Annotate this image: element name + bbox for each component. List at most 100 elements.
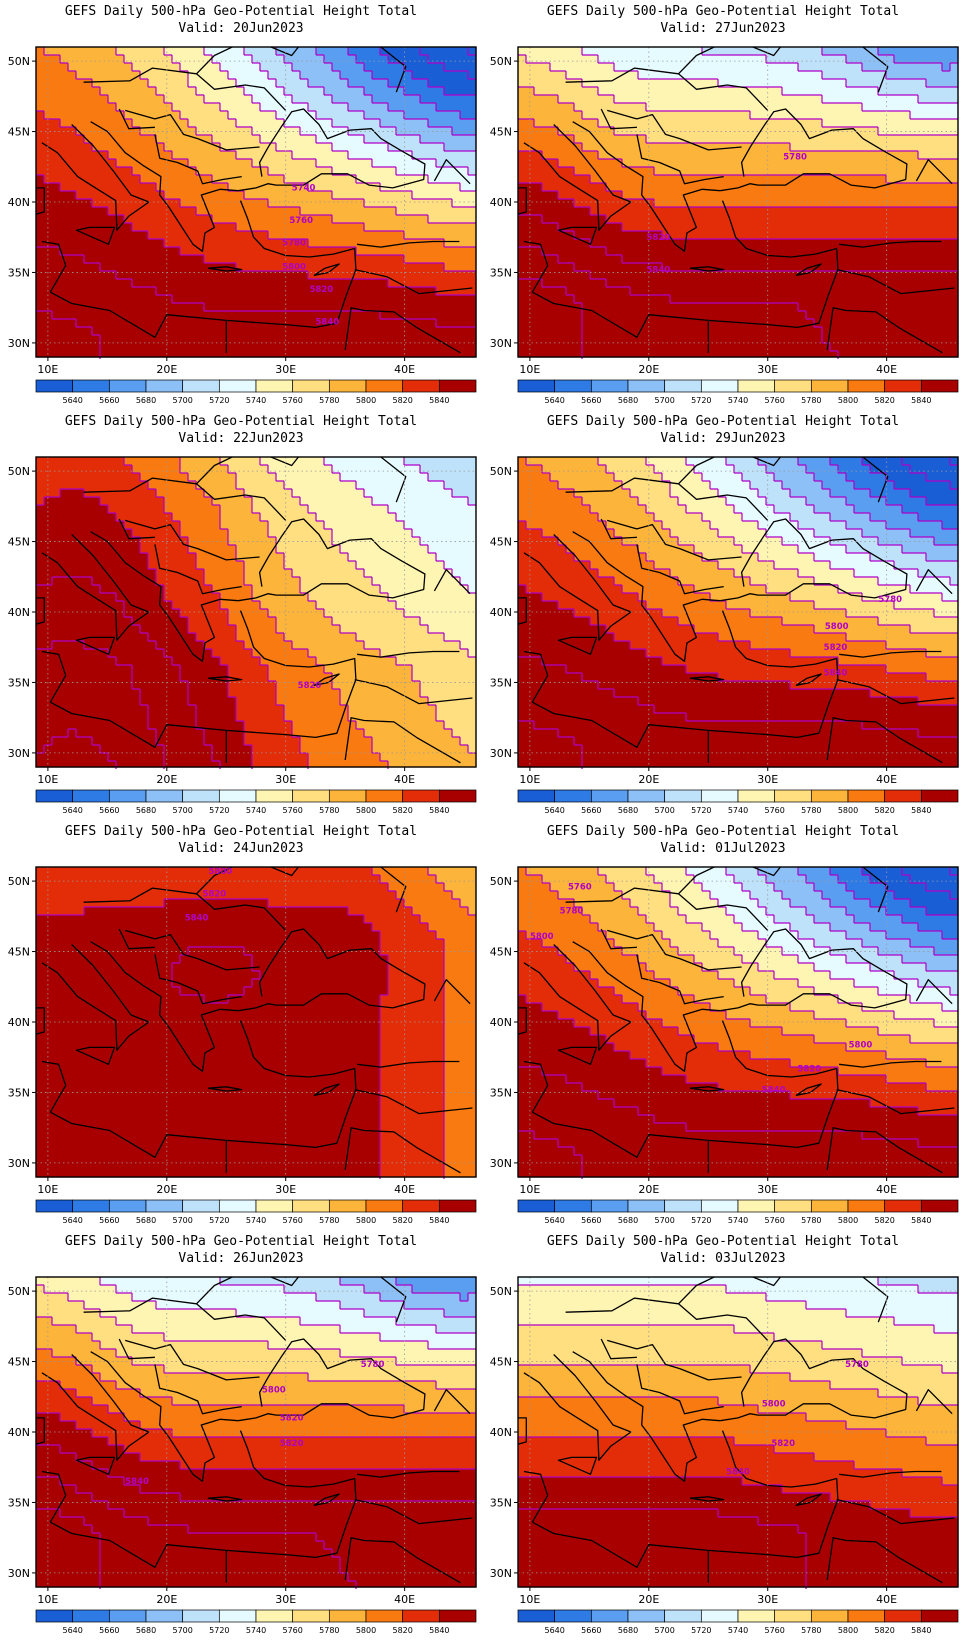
forecast-panel-20Jun2023: GEFS Daily 500-hPa Geo-Potential Height …	[0, 0, 482, 410]
lon-tick-label: 20E	[156, 1183, 177, 1196]
map-svg: 5800 5820 5840 50N 45N 40N 35N 30N 10E 20E 30E 40E 5…	[8, 866, 477, 1225]
colorbar-label: 5660	[99, 806, 119, 815]
valid-date-value: 01Jul2023	[715, 841, 786, 856]
coastlines-borders	[518, 47, 955, 354]
lat-tick-label: 40N	[490, 196, 512, 209]
lon-tick-label: 30E	[275, 773, 296, 786]
graticule	[36, 867, 476, 1177]
colorbar-label: 5640	[544, 396, 564, 405]
map-svg: 5760 5780 5800 5800 5820 5840 50N 45N 40N 35N 30N 1…	[490, 866, 959, 1225]
colorbar-label: 5640	[62, 806, 82, 815]
coastlines-borders	[518, 867, 955, 1174]
colorbar-swatch	[554, 1609, 592, 1623]
colorbar-swatch	[884, 1609, 922, 1623]
contour-label: 5840	[762, 1085, 786, 1095]
height-field	[518, 47, 959, 358]
colorbar-swatch	[35, 789, 74, 803]
colorbar-label: 5840	[429, 1216, 449, 1225]
contour-label: 5800	[825, 622, 849, 632]
contour-label: 5800	[282, 263, 306, 273]
colorbar-label: 5700	[172, 1216, 192, 1225]
colorbar-swatch	[847, 1199, 886, 1213]
colorbar-swatch	[920, 1199, 959, 1213]
lon-tick-label: 30E	[757, 363, 778, 376]
lon-tick-label: 40E	[876, 773, 897, 786]
colorbar-label: 5800	[356, 1216, 376, 1225]
colorbar-swatch	[884, 379, 922, 393]
contour-label: 5820	[771, 1439, 795, 1449]
lon-tick-label: 20E	[638, 773, 659, 786]
colorbar-swatch	[255, 379, 294, 393]
colorbar-label: 5780	[801, 1626, 821, 1635]
colorbar-swatch	[774, 1609, 812, 1623]
valid-date-value: 24Jun2023	[233, 841, 304, 856]
colorbar-swatch	[810, 379, 849, 393]
colorbar-swatch	[847, 379, 886, 393]
colorbar-label: 5700	[172, 1626, 192, 1635]
colorbar-swatch	[590, 789, 629, 803]
colorbar-swatch	[554, 1199, 592, 1213]
colorbar-label: 5720	[691, 1626, 711, 1635]
colorbar: 5640 5660 5680 5700 5720 5740 5760 5780 5800 5820…	[35, 1609, 477, 1635]
colorbar-label: 5760	[764, 1626, 784, 1635]
coastlines-borders	[36, 47, 473, 354]
lon-tick-label: 40E	[394, 363, 415, 376]
lat-tick-label: 45N	[8, 946, 30, 959]
colorbar-swatch	[774, 379, 812, 393]
lat-tick-label: 45N	[8, 126, 30, 139]
graticule	[518, 47, 958, 357]
colorbar-swatch	[664, 789, 702, 803]
colorbar-label: 5640	[62, 396, 82, 405]
colorbar-label: 5720	[209, 806, 229, 815]
colorbar-label: 5720	[691, 396, 711, 405]
lon-tick-label: 10E	[37, 773, 58, 786]
contour-label: 5780	[783, 153, 807, 163]
colorbar: 5640 5660 5680 5700 5720 5740 5760 5780 5800 5820…	[517, 1609, 959, 1635]
colorbar-label: 5800	[838, 806, 858, 815]
colorbar-label: 5700	[654, 806, 674, 815]
colorbar-swatch	[847, 1609, 886, 1623]
valid-date-value: 22Jun2023	[233, 431, 304, 446]
colorbar-swatch	[737, 1609, 776, 1623]
colorbar-label: 5840	[429, 396, 449, 405]
height-field	[518, 867, 959, 1178]
colorbar: 5640 5660 5680 5700 5720 5740 5760 5780 5800 5820…	[35, 379, 477, 405]
colorbar-swatch	[72, 1199, 110, 1213]
forecast-panel-26Jun2023: GEFS Daily 500-hPa Geo-Potential Height …	[0, 1230, 482, 1640]
forecast-panel-22Jun2023: GEFS Daily 500-hPa Geo-Potential Height …	[0, 410, 482, 820]
colorbar-label: 5680	[136, 806, 156, 815]
colorbar-swatch	[590, 1609, 629, 1623]
colorbar-swatch	[590, 379, 629, 393]
map-svg: 5740 5760 5780 5800 5820 5840 50N 45N 40N 35N 30N 1…	[8, 46, 477, 405]
graticule	[36, 47, 476, 357]
colorbar-swatch	[517, 1609, 556, 1623]
contour-label: 5800	[530, 932, 554, 942]
colorbar-swatch	[145, 379, 184, 393]
lat-tick-label: 50N	[490, 55, 512, 68]
lat-tick-label: 35N	[490, 266, 512, 279]
colorbar-swatch	[72, 1609, 110, 1623]
lat-tick-label: 50N	[8, 465, 30, 478]
contour-label: 5840	[125, 1477, 149, 1487]
contour-label: 5800	[262, 1386, 286, 1396]
colorbar-label: 5820	[392, 806, 412, 815]
contour-label: 5760	[568, 883, 592, 893]
colorbar-label: 5720	[209, 1216, 229, 1225]
contour-lines	[518, 457, 958, 769]
valid-prefix: Valid:	[660, 841, 716, 856]
colorbar-swatch	[737, 789, 776, 803]
colorbar-label: 5640	[544, 1216, 564, 1225]
contour-lines	[518, 1277, 958, 1589]
lat-tick-label: 35N	[8, 266, 30, 279]
colorbar-label: 5820	[874, 1626, 894, 1635]
lon-tick-label: 40E	[394, 1183, 415, 1196]
contour-label: 5840	[185, 914, 209, 924]
lat-tick-label: 45N	[490, 1356, 512, 1369]
panel-title: GEFS Daily 500-hPa Geo-Potential Height …	[546, 4, 900, 19]
colorbar-label: 5800	[356, 396, 376, 405]
contour-label: 5780	[878, 595, 902, 605]
forecast-panel-29Jun2023: GEFS Daily 500-hPa Geo-Potential Height …	[482, 410, 964, 820]
height-field	[36, 867, 477, 1178]
colorbar-swatch	[365, 379, 404, 393]
colorbar-label: 5740	[728, 396, 748, 405]
